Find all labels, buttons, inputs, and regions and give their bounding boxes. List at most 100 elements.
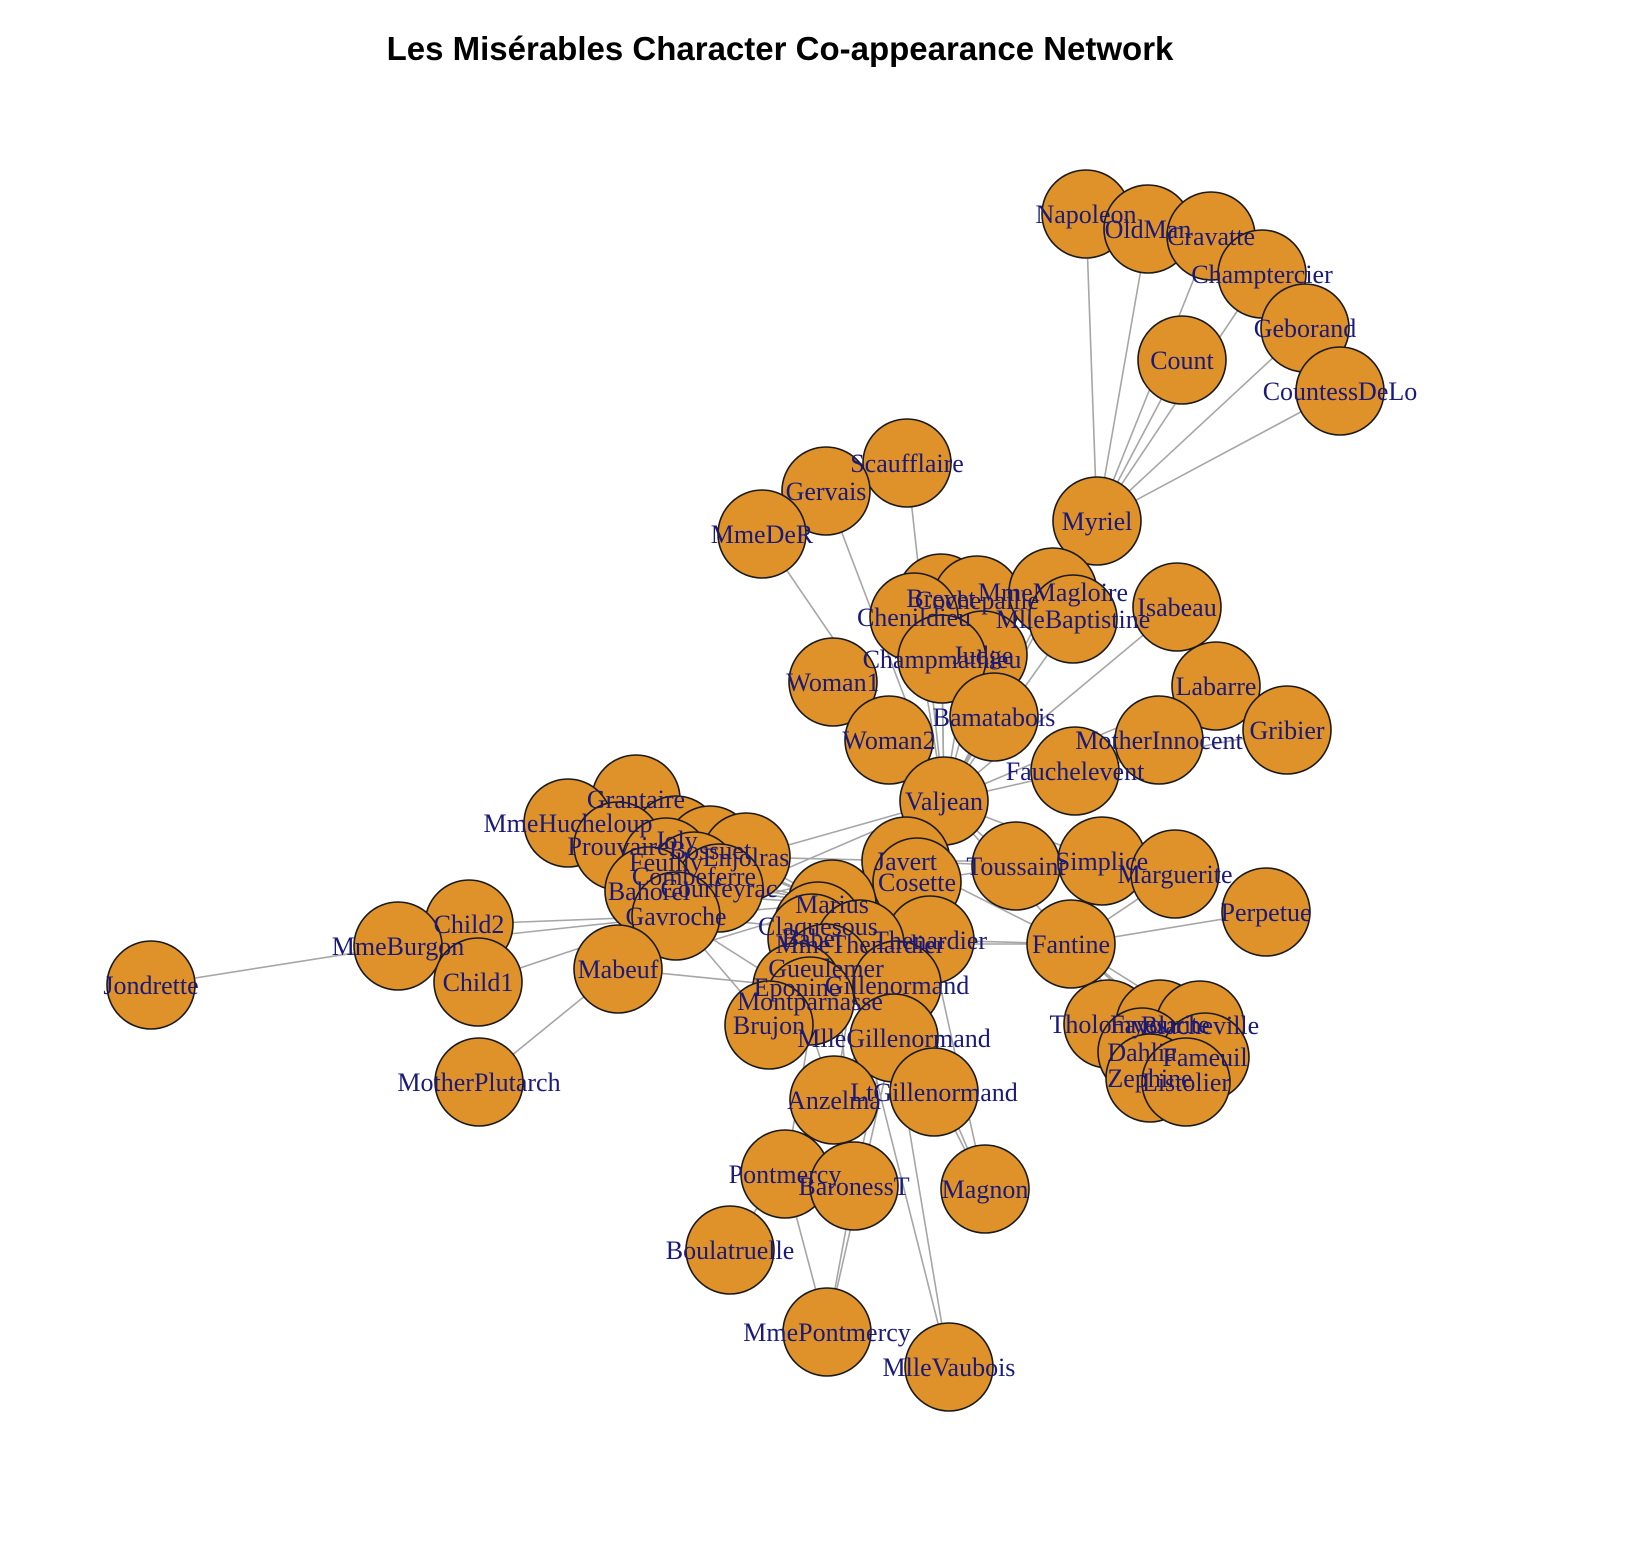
node-label: Cravatte <box>1167 222 1255 251</box>
node-circle <box>1030 726 1120 816</box>
node-label: Child1 <box>443 968 514 997</box>
node-circle <box>724 980 814 1070</box>
node-label: Courfeyrac <box>661 874 778 903</box>
node-label: Fauchelevent <box>1006 757 1145 786</box>
node-label: Perpetue <box>1221 898 1312 927</box>
node-label: MlleVaubois <box>883 1353 1016 1382</box>
node-label: Gillenormand <box>825 971 969 1000</box>
node-circle <box>106 940 196 1030</box>
node-label: Boulatruelle <box>666 1236 795 1265</box>
node-label: Javert <box>875 847 938 876</box>
node-label: Joly <box>654 826 697 855</box>
node-circle <box>781 446 871 536</box>
node-label: Babet <box>782 924 843 953</box>
node-circle <box>809 1141 899 1231</box>
chart-title: Les Misérables Character Co-appearance N… <box>386 30 1174 67</box>
node-MotherInnocent <box>1114 695 1204 785</box>
node-Fauchelevent <box>1030 726 1120 816</box>
node-circle <box>1028 574 1118 664</box>
node-circle <box>1114 695 1204 785</box>
node-Woman1 <box>788 637 878 727</box>
node-circle <box>1130 829 1220 919</box>
node-label: Marius <box>795 890 869 919</box>
node-MlleBaptistine <box>1028 574 1118 664</box>
node-label: MmeBurgon <box>332 932 464 961</box>
node-label: Jondrette <box>103 971 198 1000</box>
node-MlleVaubois <box>904 1322 994 1412</box>
node-circle <box>940 1144 1030 1234</box>
node-MmeBurgon <box>353 901 443 991</box>
edge-Valjean-Isabeau <box>943 606 1178 802</box>
node-circle <box>862 418 952 508</box>
node-label: Eponine <box>754 973 841 1002</box>
node-circle <box>1052 476 1142 566</box>
node-circle <box>1242 685 1332 775</box>
node-Fantine <box>1026 899 1116 989</box>
node-Jondrette <box>106 940 196 1030</box>
node-Woman2 <box>844 695 934 785</box>
node-label: Woman2 <box>842 726 935 755</box>
node-Champmathieu <box>897 614 987 704</box>
node-circle <box>1221 867 1311 957</box>
node-Myriel <box>1052 476 1142 566</box>
node-circle <box>1141 1037 1231 1127</box>
node-LtGillenormand <box>889 1047 979 1137</box>
node-circle <box>1026 899 1116 989</box>
node-circle <box>897 614 987 704</box>
node-circle <box>1295 346 1385 436</box>
node-circle <box>949 672 1039 762</box>
node-Mabeuf <box>573 924 663 1014</box>
node-circle <box>434 1037 524 1127</box>
node-label: Valjean <box>905 787 983 816</box>
node-label: Favourite <box>1110 1010 1210 1039</box>
node-circle <box>717 489 807 579</box>
node-label: Simplice <box>1056 847 1148 876</box>
node-Scaufflaire <box>862 418 952 508</box>
node-label: Woman1 <box>786 668 879 697</box>
node-label: Napoleon <box>1035 200 1136 229</box>
node-Isabeau <box>1132 562 1222 652</box>
node-label: Claquesous <box>758 912 878 941</box>
node-label: Geborand <box>1254 314 1357 343</box>
node-circle <box>889 1047 979 1137</box>
node-circle <box>353 901 443 991</box>
node-circle <box>782 1287 872 1377</box>
node-circle <box>573 924 663 1014</box>
node-label: Pontmercy <box>729 1160 842 1189</box>
node-circle <box>789 1055 879 1145</box>
node-Perpetue <box>1221 867 1311 957</box>
node-label: Bossuet <box>669 836 752 865</box>
node-label: Myriel <box>1062 507 1133 536</box>
node-label: Listolier <box>1142 1068 1230 1097</box>
node-circle <box>1171 641 1261 731</box>
node-label: MmePontmercy <box>743 1318 911 1347</box>
node-label: Montparnasse <box>737 987 883 1016</box>
node-MmeDeR <box>717 489 807 579</box>
node-circle <box>844 695 934 785</box>
node-Labarre <box>1171 641 1261 731</box>
node-label: Gervais <box>786 477 867 506</box>
node-label: Isabeau <box>1137 593 1216 622</box>
node-Marguerite <box>1130 829 1220 919</box>
node-label: Cosette <box>878 868 956 897</box>
node-label: Chenildieu <box>857 603 971 632</box>
node-label: Scaufflaire <box>850 449 964 478</box>
node-Bamatabois <box>949 672 1039 762</box>
node-label: MotherPlutarch <box>397 1068 560 1097</box>
node-label: Combeferre <box>632 862 756 891</box>
node-circle <box>1137 315 1227 405</box>
node-Listolier <box>1141 1037 1231 1127</box>
node-circle <box>433 937 523 1027</box>
edge-CountessDeLo-Myriel <box>1096 390 1341 522</box>
node-Magnon <box>940 1144 1030 1234</box>
node-BaronessT <box>809 1141 899 1231</box>
node-label: Anzelma <box>787 1086 881 1115</box>
edge-Napoleon-Myriel <box>1085 213 1098 522</box>
node-label: Gavroche <box>625 902 726 931</box>
node-label: Dahlia <box>1107 1038 1177 1067</box>
node-label: Tholomyes <box>1050 1010 1167 1039</box>
node-Gervais <box>781 446 871 536</box>
node-label: Child2 <box>434 910 505 939</box>
